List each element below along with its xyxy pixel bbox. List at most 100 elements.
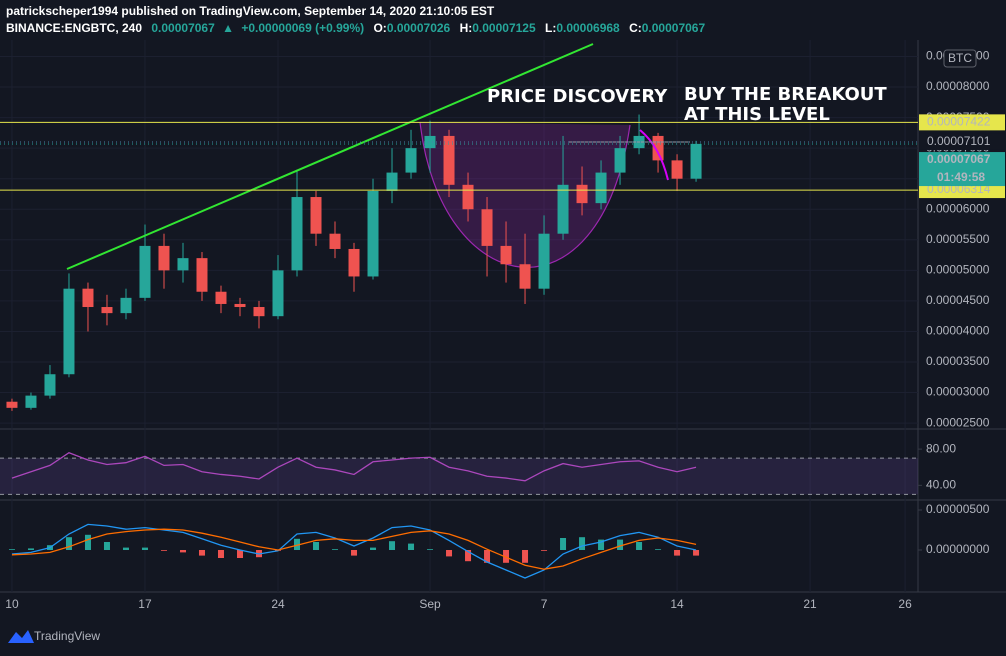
candle-body [158, 245, 170, 271]
macd-histogram [198, 550, 205, 556]
candle-body [443, 135, 455, 185]
candle-body [519, 264, 531, 289]
macd-histogram [179, 550, 186, 553]
rsi-tick-label: 40.00 [926, 477, 956, 491]
ohlc-label: O: [373, 21, 386, 35]
candle-body [310, 197, 322, 234]
y-tick-label: 0.00008000 [926, 79, 990, 93]
x-tick-label: 26 [898, 597, 912, 611]
x-tick-label: 10 [5, 597, 19, 611]
annotation: PRICE DISCOVERY [487, 86, 668, 107]
candle-body [25, 395, 37, 408]
macd-histogram [693, 550, 700, 556]
candle-body [500, 245, 512, 265]
candle-body [234, 303, 246, 308]
ohlc-value: 0.00007026 [387, 21, 451, 35]
macd-histogram [579, 537, 586, 550]
candle-body [386, 172, 398, 191]
candle-body [367, 190, 379, 277]
handle-drawing [639, 129, 669, 181]
candle-body [272, 270, 284, 317]
candle-body [291, 197, 303, 271]
y-tick-label: 0.00005000 [926, 263, 990, 277]
macd-histogram [617, 539, 624, 550]
logo [8, 630, 34, 643]
macd-histogram [294, 538, 301, 550]
macd-histogram [465, 550, 472, 562]
rsi-line [11, 452, 697, 482]
macd-histogram [636, 542, 643, 550]
macd-line [11, 523, 697, 579]
rsi-tick-label: 80.00 [926, 441, 956, 455]
price-tag [919, 182, 1005, 199]
candle-body [595, 172, 607, 204]
macd-histogram [484, 550, 491, 563]
candle-body [348, 248, 360, 277]
macd-histogram [332, 549, 339, 550]
author-line: patrickscheper1994 published on TradingV… [6, 4, 495, 18]
ohlc-value: 0.00007125 [472, 21, 536, 35]
macd-histogram [313, 542, 320, 550]
macd-histogram [598, 539, 605, 550]
macd-histogram [103, 542, 110, 550]
macd-histogram [389, 541, 396, 550]
candle-body [481, 209, 493, 246]
macd-histogram [84, 534, 91, 550]
x-tick-label: 14 [670, 597, 684, 611]
candle-body [329, 233, 341, 249]
y-tick-label: 0.00004500 [926, 293, 990, 307]
ohlc-label: C: [629, 21, 642, 35]
candle-body [557, 184, 569, 234]
last-price-label: 0.00007067 [927, 152, 991, 166]
candle-body [82, 288, 94, 308]
x-tick-label: 24 [271, 597, 285, 611]
signal-line [11, 528, 697, 570]
macd-histogram [217, 550, 224, 558]
y-tick-label: 0.00003500 [926, 354, 990, 368]
candle-body [462, 184, 474, 210]
macd-tick-label: 0.00000500 [926, 502, 990, 516]
symbol-line: BINANCE:ENGBTC, 240 0.00007067 ▲ +0.0000… [6, 21, 705, 35]
currency-badge[interactable] [943, 49, 977, 68]
y-tick-label: 0.00003000 [926, 385, 990, 399]
price-tag-label: 0.00007101 [927, 134, 991, 148]
y-tick-label: 0.00002500 [926, 415, 990, 429]
trendline [66, 43, 594, 270]
ohlc-value: 0.00006968 [556, 21, 620, 35]
candle-body [424, 135, 436, 149]
macd-histogram [541, 550, 548, 551]
price-tag [919, 133, 1005, 150]
macd-histogram [427, 549, 434, 550]
ohlc-value: 0.00007067 [642, 21, 706, 35]
macd-histogram [141, 547, 148, 550]
candle-body [538, 233, 550, 289]
macd-histogram [65, 537, 72, 550]
candle-body [253, 307, 265, 317]
macd-histogram [408, 543, 415, 550]
macd-tick-label: 0.00000000 [926, 542, 990, 556]
change: +0.00000069 (+0.99%) [241, 21, 364, 35]
price-tag [919, 114, 1005, 131]
macd-histogram [446, 550, 453, 557]
brand: TradingView [34, 629, 100, 643]
annotation: AT THIS LEVEL [684, 104, 830, 125]
x-tick-label: Sep [419, 597, 441, 611]
macd-histogram [560, 538, 567, 550]
candle-body [690, 143, 702, 179]
arrow: ▲ [222, 21, 234, 35]
macd-histogram [655, 549, 662, 550]
symbol: BINANCE:ENGBTC, 240 [6, 21, 142, 35]
macd-histogram [27, 548, 34, 550]
currency: BTC [948, 51, 972, 65]
candle-body [120, 297, 132, 314]
candle-body [63, 288, 75, 375]
candle-body [101, 307, 113, 314]
candle-body [405, 148, 417, 173]
macd-histogram [522, 550, 529, 563]
candle-body [671, 160, 683, 179]
macd-histogram [674, 550, 681, 556]
candle-body [44, 374, 56, 396]
candle-body [196, 258, 208, 292]
rsi-band [0, 458, 918, 495]
